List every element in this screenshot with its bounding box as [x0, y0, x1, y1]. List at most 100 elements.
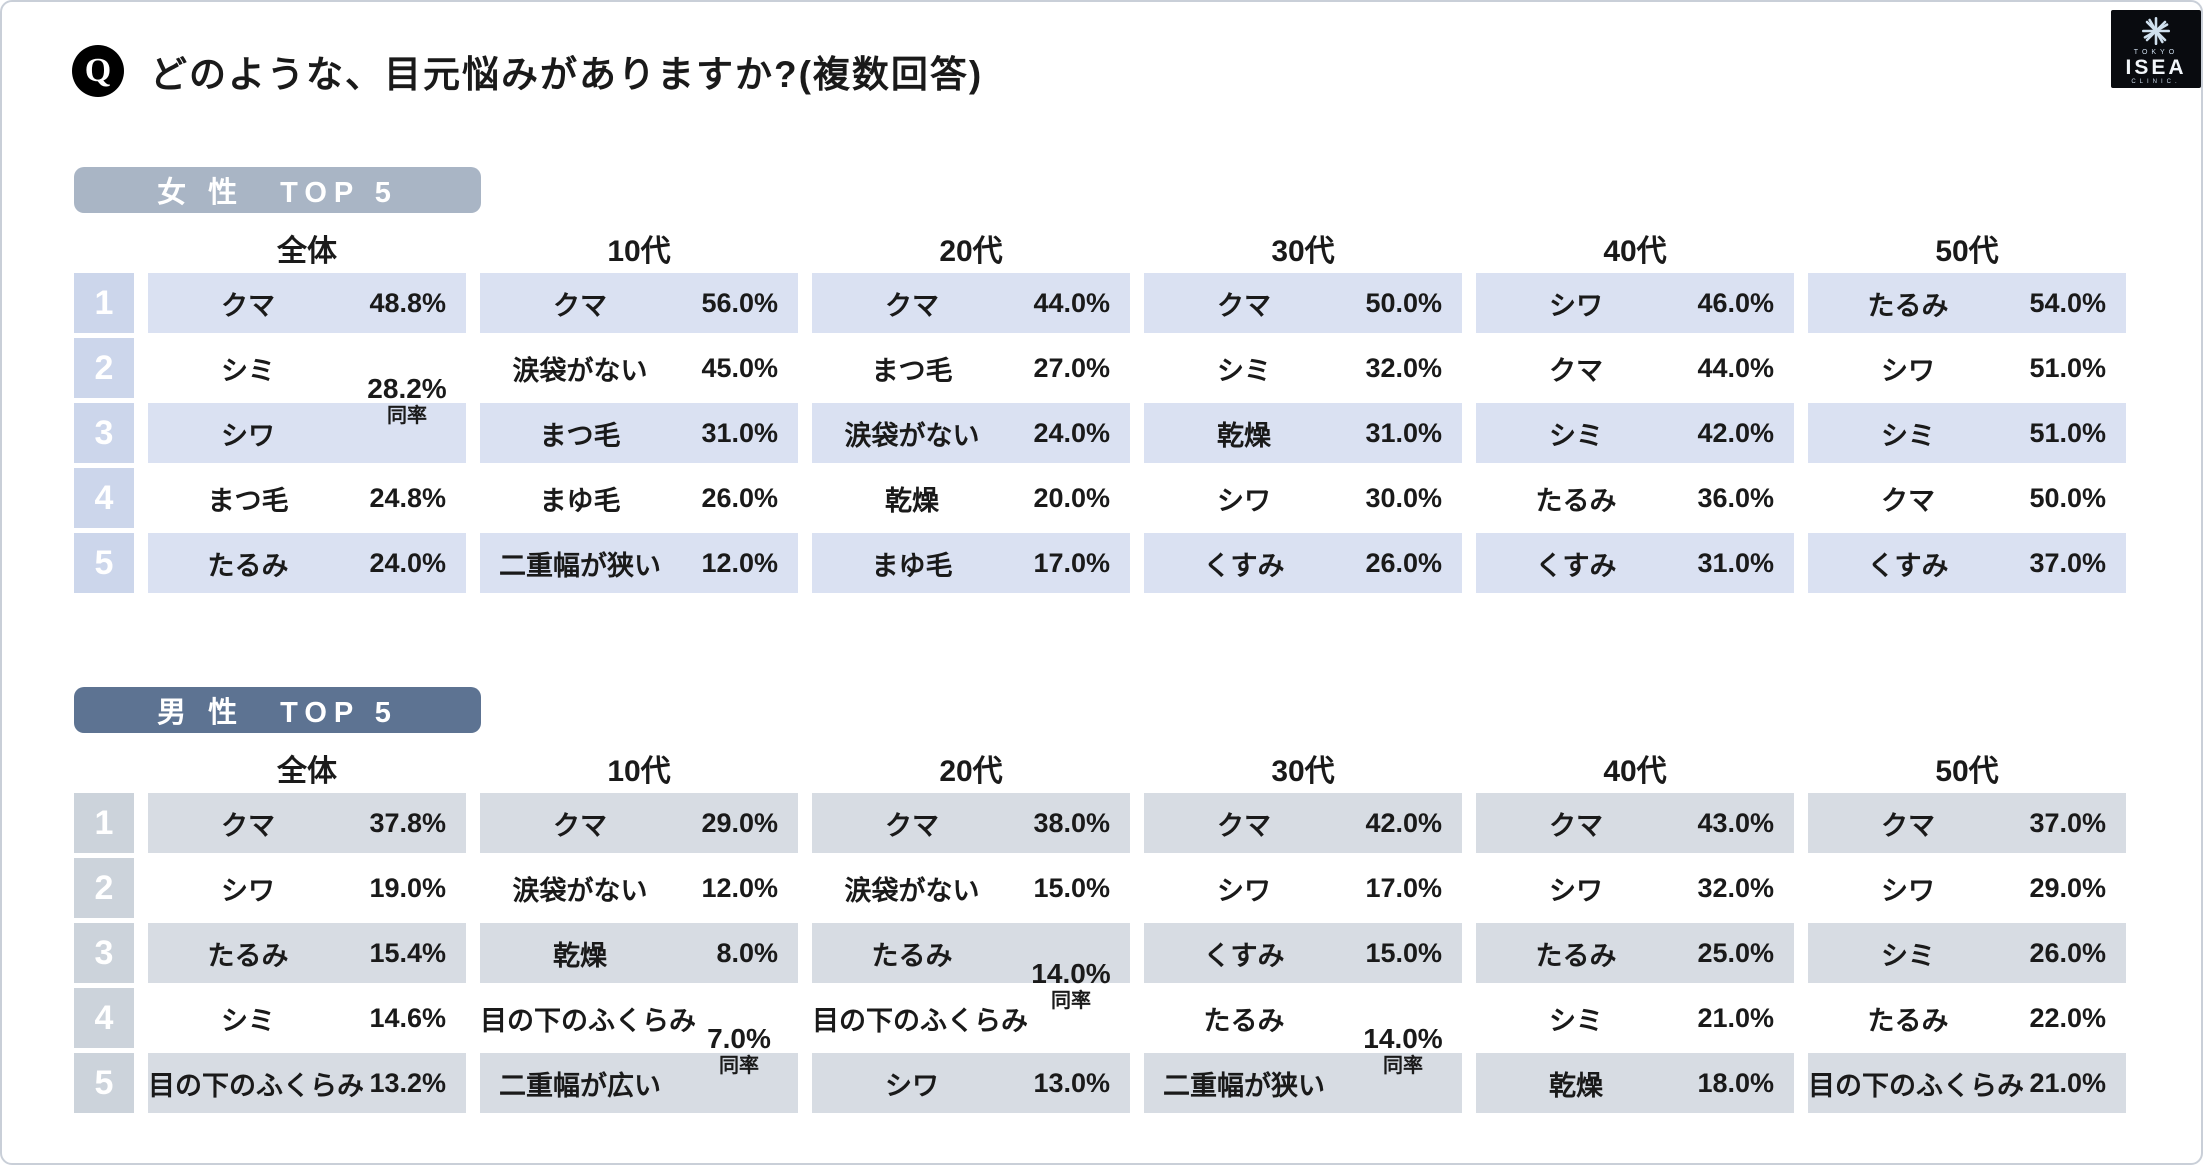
- concern-label: 涙袋がない: [844, 875, 980, 906]
- concern-value: 26.0%: [701, 482, 778, 513]
- concern-cell: 乾燥 31.0%: [1144, 403, 1462, 463]
- concern-cell: シミ 42.0%: [1476, 403, 1794, 463]
- concern-label: 涙袋がない: [512, 875, 648, 906]
- rank-cell: 5: [74, 533, 134, 593]
- concern-cell: 目の下のふくらみ: [480, 988, 798, 1048]
- concern-cell: くすみ 37.0%: [1808, 533, 2126, 593]
- concern-label: たるみ: [1203, 1005, 1285, 1036]
- tie-value: 14.0%: [1363, 1022, 1443, 1054]
- concern-label: シワ: [1217, 875, 1271, 906]
- concern-value: 19.0%: [369, 872, 446, 903]
- concern-value: 45.0%: [701, 352, 778, 383]
- tied-rank-group: 目の下のふくらみ 二重幅が広い 7.0% 同率: [480, 988, 798, 1113]
- concern-value: 17.0%: [1033, 547, 1110, 578]
- age-column-header: 30代: [1271, 235, 1335, 268]
- concern-cell: たるみ 25.0%: [1476, 923, 1794, 983]
- concern-value: 46.0%: [1697, 287, 1774, 318]
- age-column-header: 50代: [1935, 235, 1999, 268]
- concern-label: 乾燥: [1217, 420, 1271, 451]
- concern-cell: シワ: [148, 403, 466, 463]
- concern-value: 32.0%: [1365, 352, 1442, 383]
- men-section: 男 性 TOP 5 全体 10代 20代 30代 40代 50代 1 2 3 4…: [74, 687, 2126, 1113]
- concern-cell: クマ 38.0%: [812, 793, 1130, 853]
- concern-value: 31.0%: [1365, 417, 1442, 448]
- concern-label: クマ: [553, 810, 607, 841]
- concern-label: 目の下のふくらみ: [1808, 1070, 2024, 1101]
- concern-value: 15.0%: [1033, 872, 1110, 903]
- concern-label: まつ毛: [539, 420, 621, 451]
- concern-value: 50.0%: [1365, 287, 1442, 318]
- concern-cell: シミ 14.6%: [148, 988, 466, 1048]
- women-section: 女 性 TOP 5 全体 10代 20代 30代 40代 50代 1 2 3 4…: [74, 167, 2126, 593]
- concern-cell: シミ 32.0%: [1144, 338, 1462, 398]
- concern-value: 24.8%: [369, 482, 446, 513]
- rank-cell: 2: [74, 858, 134, 918]
- concern-label: シミ: [1549, 420, 1603, 451]
- concern-cell: まつ毛 31.0%: [480, 403, 798, 463]
- concern-value: 37.0%: [2029, 807, 2106, 838]
- women-table: 1 2 3 4 5 クマ 48.8% シミ シワ: [74, 273, 2126, 593]
- rank-cell: 4: [74, 988, 134, 1048]
- concern-label: クマ: [553, 290, 607, 321]
- concern-value: 36.0%: [1697, 482, 1774, 513]
- concern-label: たるみ: [871, 940, 953, 971]
- women-col-overall: クマ 48.8% シミ シワ 28.2% 同率: [148, 273, 466, 593]
- question-icon: Q: [72, 45, 124, 97]
- concern-cell: クマ 56.0%: [480, 273, 798, 333]
- age-column-header: 全体: [277, 755, 337, 788]
- concern-cell: シワ 17.0%: [1144, 858, 1462, 918]
- concern-value: 12.0%: [701, 547, 778, 578]
- concern-cell: たるみ: [812, 923, 1130, 983]
- age-column-header: 20代: [939, 755, 1003, 788]
- concern-value: 12.0%: [701, 872, 778, 903]
- concern-label: シワ: [885, 1070, 939, 1101]
- concern-label: たるみ: [1535, 940, 1617, 971]
- rank-column: 1 2 3 4 5: [74, 793, 134, 1113]
- age-column-header: 10代: [607, 755, 671, 788]
- concern-value: 43.0%: [1697, 807, 1774, 838]
- concern-label: シワ: [1217, 485, 1271, 516]
- concern-value: 26.0%: [2029, 937, 2106, 968]
- concern-label: シミ: [221, 1005, 275, 1036]
- tie-note: 同率: [719, 1055, 759, 1078]
- concern-value: 17.0%: [1365, 872, 1442, 903]
- concern-cell: クマ 37.0%: [1808, 793, 2126, 853]
- concern-label: まゆ毛: [539, 485, 621, 516]
- concern-label: クマ: [221, 290, 275, 321]
- concern-label: クマ: [1881, 485, 1935, 516]
- concern-cell: シワ 51.0%: [1808, 338, 2126, 398]
- concern-cell: 乾燥 20.0%: [812, 468, 1130, 528]
- men-top5-badge: 男 性 TOP 5: [74, 687, 481, 733]
- women-col-40s: シワ 46.0% クマ 44.0% シミ 42.0% たるみ 36.0% くすみ: [1476, 273, 1794, 593]
- concern-cell: たるみ 36.0%: [1476, 468, 1794, 528]
- logo-isea-text: ISEA: [2125, 55, 2187, 79]
- concern-label: 乾燥: [1549, 1070, 1603, 1101]
- concern-cell: クマ 48.8%: [148, 273, 466, 333]
- concern-cell: 二重幅が広い: [480, 1053, 798, 1113]
- concern-value: 8.0%: [716, 937, 778, 968]
- concern-label: シミ: [1881, 940, 1935, 971]
- concern-label: シミ: [1881, 420, 1935, 451]
- concern-label: 二重幅が狭い: [1163, 1070, 1325, 1101]
- concern-value: 37.0%: [2029, 547, 2106, 578]
- concern-value: 13.0%: [1033, 1067, 1110, 1098]
- concern-value: 21.0%: [1697, 1002, 1774, 1033]
- concern-value: 13.2%: [369, 1067, 446, 1098]
- concern-value: 51.0%: [2029, 417, 2106, 448]
- concern-cell: シミ 51.0%: [1808, 403, 2126, 463]
- concern-cell: クマ 44.0%: [812, 273, 1130, 333]
- concern-label: くすみ: [1867, 550, 1949, 581]
- concern-label: たるみ: [1535, 485, 1617, 516]
- concern-label: シワ: [1549, 875, 1603, 906]
- starburst-icon: [2141, 16, 2171, 45]
- men-table: 1 2 3 4 5 クマ 37.8% シワ 19.0% たるみ 15.4%: [74, 793, 2126, 1113]
- concern-label: シワ: [1881, 355, 1935, 386]
- age-column-header: 全体: [277, 235, 337, 268]
- age-column-header: 40代: [1603, 755, 1667, 788]
- concern-cell: くすみ 15.0%: [1144, 923, 1462, 983]
- concern-value: 29.0%: [701, 807, 778, 838]
- tie-value: 28.2%: [367, 372, 447, 404]
- concern-label: たるみ: [1867, 1005, 1949, 1036]
- concern-value: 48.8%: [369, 287, 446, 318]
